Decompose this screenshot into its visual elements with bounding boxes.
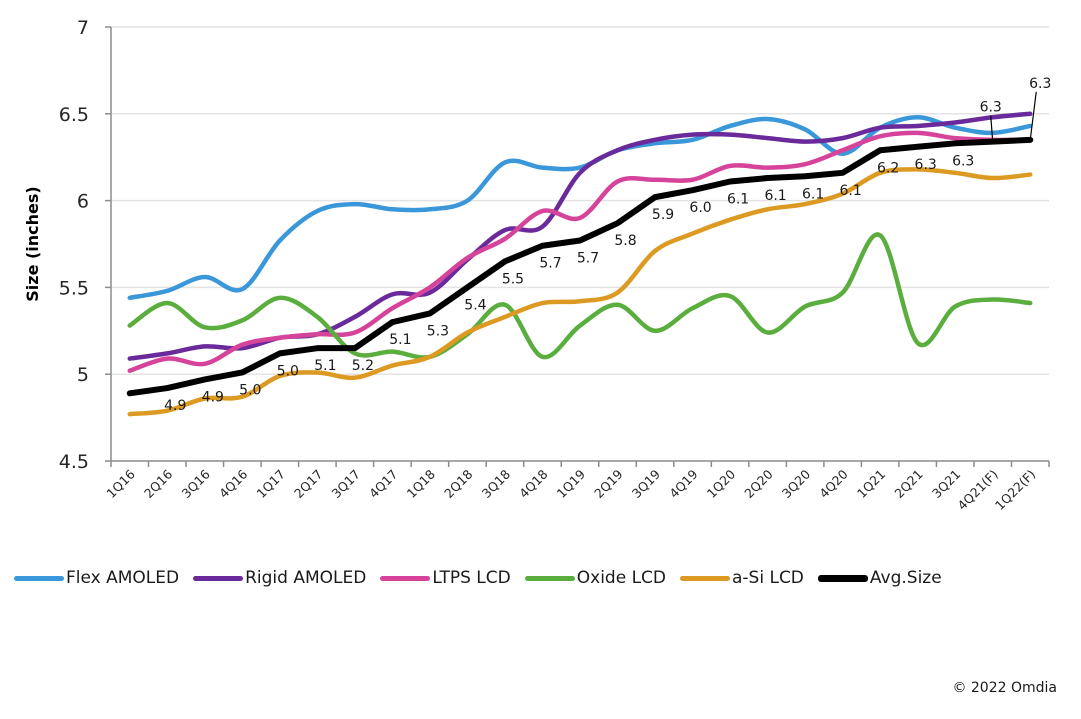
- data-label: 5.7: [539, 256, 561, 272]
- series-line-oxide-lcd: [127, 232, 1033, 360]
- y-axis-title: Size (inches): [23, 186, 42, 302]
- x-tick-label: 1Q20: [704, 466, 738, 500]
- y-tick-label: 6.5: [59, 104, 89, 126]
- legend-item-ltps-lcd: LTPS LCD: [380, 568, 511, 588]
- y-ticks: 4.5 5 5.5 6 6.5 7: [59, 17, 111, 473]
- data-label: 5.0: [277, 363, 299, 379]
- data-label: 6.1: [764, 188, 786, 204]
- x-tick-label: 1Q18: [404, 466, 438, 500]
- x-tick-label: 4Q18: [516, 466, 550, 500]
- data-labels: 4.9 4.9 5.0 5.0 5.1 5.2 5.1 5.3 5.4 5.5 5.7 5.7 5.8 5…: [164, 76, 1051, 414]
- series-line-a-si-lcd: [127, 167, 1033, 417]
- data-label: 5.8: [614, 233, 636, 249]
- data-label: 6.3: [980, 100, 1002, 116]
- legend-item-flex-amoled: Flex AMOLED: [14, 568, 179, 588]
- x-tick-label: 3Q17: [329, 467, 363, 501]
- series-line-avg-size: [126, 136, 1034, 397]
- copyright-text: © 2022 Omdia: [952, 680, 1057, 696]
- legend-label: Flex AMOLED: [66, 568, 180, 588]
- leader-line: [1029, 91, 1037, 140]
- data-label: 5.5: [502, 271, 524, 287]
- y-tick-label: 4.5: [59, 451, 89, 473]
- data-label: 6.2: [877, 160, 899, 176]
- x-tick-label: 3Q18: [479, 466, 513, 500]
- y-tick-label: 5: [77, 364, 89, 386]
- x-tick-label: 2Q21: [891, 467, 925, 501]
- x-tick-label: 3Q16: [178, 466, 212, 500]
- x-tick-label: 2Q17: [291, 467, 325, 501]
- x-tick-label: 2Q16: [141, 466, 175, 500]
- legend-swatch: [380, 575, 431, 581]
- x-tick-label: 1Q17: [254, 467, 288, 501]
- x-tick-label: 2Q20: [741, 466, 775, 500]
- series-lines: [126, 111, 1034, 417]
- legend-swatch: [817, 574, 868, 582]
- x-tick-label: 4Q19: [666, 466, 700, 500]
- legend-label: LTPS LCD: [432, 568, 511, 588]
- legend-label: a-Si LCD: [732, 568, 804, 588]
- x-tick-label: 1Q19: [554, 466, 588, 500]
- x-tick-label: 3Q21: [929, 467, 963, 501]
- data-label: 5.1: [314, 358, 336, 374]
- data-label: 5.4: [464, 297, 486, 313]
- series-line-ltps-lcd: [127, 130, 1033, 373]
- x-ticks: 1Q16 2Q16 3Q16 4Q16 1Q17 2Q17 3Q17 4Q17 1Q18 2Q18…: [103, 461, 1050, 513]
- x-tick-label: 3Q20: [779, 466, 813, 500]
- y-tick-label: 6: [77, 191, 89, 213]
- data-label: 5.1: [389, 332, 411, 348]
- x-tick-label: 4Q21(F): [954, 467, 1000, 513]
- data-label: 6.1: [840, 183, 862, 199]
- y-tick-label: 7: [77, 17, 89, 39]
- legend-label: Rigid AMOLED: [245, 568, 367, 588]
- x-tick-label: 4Q20: [816, 466, 850, 500]
- legend-item-avg-size: Avg.Size: [817, 568, 942, 588]
- legend-swatch: [14, 575, 64, 581]
- axes: [110, 27, 1049, 462]
- data-label: 6.1: [727, 192, 749, 208]
- legend-item-oxide-lcd: Oxide LCD: [524, 568, 666, 588]
- data-label: 6.1: [802, 186, 824, 202]
- legend-swatch: [680, 575, 730, 581]
- legend-label: Oxide LCD: [576, 568, 666, 588]
- data-label: 5.2: [352, 358, 374, 374]
- x-tick-label: 1Q21: [854, 467, 888, 501]
- x-tick-label: 2Q19: [591, 466, 625, 500]
- legend-item-a-si-lcd: a-Si LCD: [680, 568, 804, 588]
- data-label: 5.0: [239, 382, 261, 398]
- leader-line: [990, 115, 994, 142]
- x-tick-label: 3Q19: [629, 466, 663, 500]
- data-label: 4.9: [164, 398, 186, 414]
- legend-swatch: [524, 575, 575, 581]
- x-tick-label: 4Q16: [216, 466, 250, 500]
- data-label: 5.7: [577, 251, 599, 267]
- data-label: 6.0: [689, 200, 711, 216]
- legend-label: Avg.Size: [869, 568, 942, 588]
- x-tick-label: 4Q17: [366, 467, 400, 501]
- legend-swatch: [193, 575, 244, 581]
- line-chart: 4.555.566.57 1Q16 2Q16 3Q16 4Q16 1Q17 2Q17 3Q1…: [23, 17, 1051, 513]
- legend-item-rigid-amoled: Rigid AMOLED: [193, 568, 366, 588]
- data-label: 6.3: [1029, 76, 1051, 92]
- gridlines: [111, 26, 1049, 375]
- x-tick-label: 1Q16: [103, 466, 137, 500]
- y-tick-label: 5.5: [59, 277, 89, 299]
- x-tick-label: 1Q22(F): [992, 467, 1038, 513]
- data-label: 6.3: [915, 157, 937, 173]
- data-label: 4.9: [202, 389, 224, 405]
- x-tick-label: 2Q18: [441, 466, 475, 500]
- data-label: 5.9: [652, 207, 674, 223]
- legend: Flex AMOLED Rigid AMOLED LTPS LCD Oxide LCD…: [14, 568, 956, 588]
- data-label: 5.3: [427, 323, 449, 339]
- data-label: 6.3: [952, 153, 974, 169]
